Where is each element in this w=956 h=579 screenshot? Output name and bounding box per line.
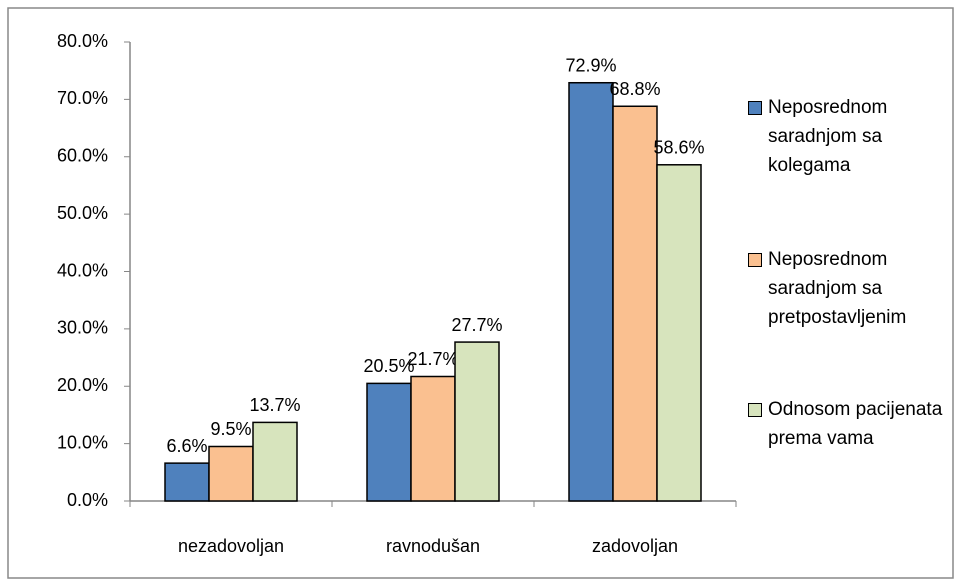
y-tick-label: 70.0% <box>57 88 108 108</box>
legend-entry: Odnosom pacijenata prema vama <box>748 395 953 453</box>
bar <box>568 81 614 502</box>
bar <box>164 462 210 502</box>
value-label: 27.7% <box>451 315 502 335</box>
bar <box>208 445 254 502</box>
y-tick-label: 20.0% <box>57 375 108 395</box>
legend-label: Neposrednom saradnjom sa kolegama <box>768 97 888 176</box>
legend-label: Odnosom pacijenata prema vama <box>768 399 943 449</box>
bar <box>366 382 412 502</box>
y-tick-label: 80.0% <box>57 31 108 51</box>
legend-entry: Neposrednom saradnjom sa kolegama <box>748 93 953 180</box>
y-tick-label: 0.0% <box>67 490 108 510</box>
value-label: 58.6% <box>653 138 704 158</box>
y-tick-label: 60.0% <box>57 146 108 166</box>
chart-border <box>7 7 954 579</box>
legend-label: Neposrednom saradnjom sa pretpostavljeni… <box>768 249 907 328</box>
value-label: 20.5% <box>363 356 414 376</box>
legend-swatch <box>748 403 762 417</box>
y-tick-label: 50.0% <box>57 203 108 223</box>
bar <box>656 164 702 502</box>
legend-swatch <box>748 101 762 115</box>
bar <box>612 105 658 502</box>
x-tick-label: zadovoljan <box>592 536 678 556</box>
value-label: 9.5% <box>210 419 251 439</box>
bar <box>410 375 456 502</box>
legend-entry: Neposrednom saradnjom sa pretpostavljeni… <box>748 245 953 332</box>
value-label: 6.6% <box>166 436 207 456</box>
value-label: 13.7% <box>249 395 300 415</box>
y-tick-label: 10.0% <box>57 432 108 452</box>
value-label: 72.9% <box>565 55 616 75</box>
x-tick-label: ravnodušan <box>386 536 480 556</box>
value-label: 21.7% <box>407 349 458 369</box>
bar <box>454 341 500 502</box>
y-tick-label: 30.0% <box>57 318 108 338</box>
value-label: 68.8% <box>609 79 660 99</box>
x-tick-label: nezadovoljan <box>178 536 284 556</box>
bar <box>252 421 298 502</box>
legend-swatch <box>748 253 762 267</box>
y-tick-label: 40.0% <box>57 260 108 280</box>
